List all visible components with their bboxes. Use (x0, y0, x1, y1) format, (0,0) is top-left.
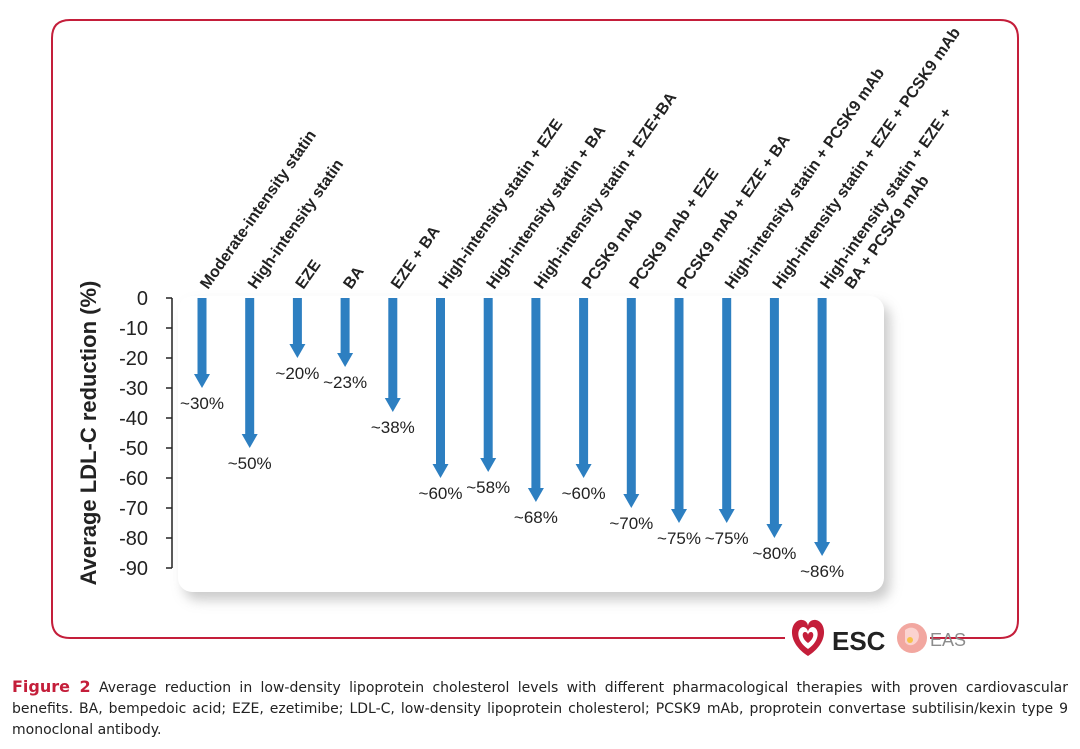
data-label: ~60% (562, 484, 606, 503)
arrow-bar-12 (718, 298, 735, 523)
arrow-bar-5 (384, 298, 401, 412)
arrows-group (194, 298, 831, 556)
eas-logo: EAS (897, 623, 966, 653)
arrow-bar-4 (337, 298, 354, 367)
data-label: ~86% (800, 562, 844, 581)
y-tick-label: -90 (119, 558, 148, 580)
data-label: ~30% (180, 394, 224, 413)
y-ticks: 0 -10 -20 -30 -40 -50 -60 -70 -80 -90 (119, 288, 172, 580)
data-label: ~60% (419, 484, 463, 503)
data-labels: ~30%~50%~20% ~23%~38%~60% ~58%~68%~60%~70%… (180, 364, 844, 581)
arrow-bar-14 (814, 298, 831, 556)
figure-frame: 0 -10 -20 -30 -40 -50 -60 -70 -80 -90 Average LDL… (51, 19, 1019, 656)
data-label: ~58% (466, 478, 510, 497)
category-label: High-intensity statin (245, 157, 347, 293)
data-label: ~50% (228, 454, 272, 473)
y-tick-label: -50 (119, 438, 148, 460)
y-tick-label: -20 (119, 348, 148, 370)
data-label: ~68% (514, 508, 558, 527)
arrow-bar-2 (241, 298, 258, 448)
y-tick-label: -70 (119, 498, 148, 520)
arrow-bar-10 (623, 298, 640, 508)
data-label: ~20% (275, 364, 319, 383)
y-tick-label: -40 (119, 408, 148, 430)
category-label: BA (340, 263, 367, 292)
eas-logo-text: EAS (930, 630, 966, 650)
y-tick-label: -60 (119, 468, 148, 490)
category-labels: Moderate-intensity statinHigh-intensity … (197, 25, 964, 293)
arrow-bar-1 (194, 298, 210, 388)
esc-logo-text: ESC (832, 626, 886, 656)
caption-text: Average reduction in low-density lipopro… (12, 680, 1069, 738)
y-tick-label: -10 (119, 318, 148, 340)
arrow-bar-11 (671, 298, 687, 523)
esc-logo: ESC (791, 619, 886, 656)
arrow-bar-13 (766, 298, 783, 538)
plot-panel (178, 296, 884, 592)
category-label-line: PCSK9 mAb + EZE (627, 165, 723, 292)
data-label: ~70% (609, 514, 653, 533)
category-label: EZE (293, 257, 325, 293)
y-axis-label: Average LDL-C reduction (%) (76, 281, 101, 586)
category-label-line: BA (340, 263, 367, 292)
data-label: ~75% (705, 529, 749, 548)
frame-border (51, 19, 1019, 639)
data-label: ~75% (657, 529, 701, 548)
data-label: ~23% (323, 373, 367, 392)
figure-caption: Figure 2 Average reduction in low-densit… (12, 676, 1068, 741)
data-label: ~38% (371, 418, 415, 437)
arrow-bar-9 (575, 298, 592, 478)
arrow-bar-8 (527, 298, 544, 502)
data-label: ~80% (752, 544, 796, 563)
y-tick-label: 0 (137, 288, 148, 310)
arrow-bar-3 (289, 298, 306, 358)
arrow-bar-6 (432, 298, 449, 478)
arrow-bar-7 (480, 298, 497, 472)
y-tick-label: -30 (119, 378, 148, 400)
caption-label: Figure 2 (12, 677, 91, 696)
category-label-line: High-intensity statin (245, 157, 347, 293)
y-tick-label: -80 (119, 528, 148, 550)
category-label: PCSK9 mAb + EZE (627, 165, 723, 292)
category-label-line: EZE (293, 257, 325, 293)
